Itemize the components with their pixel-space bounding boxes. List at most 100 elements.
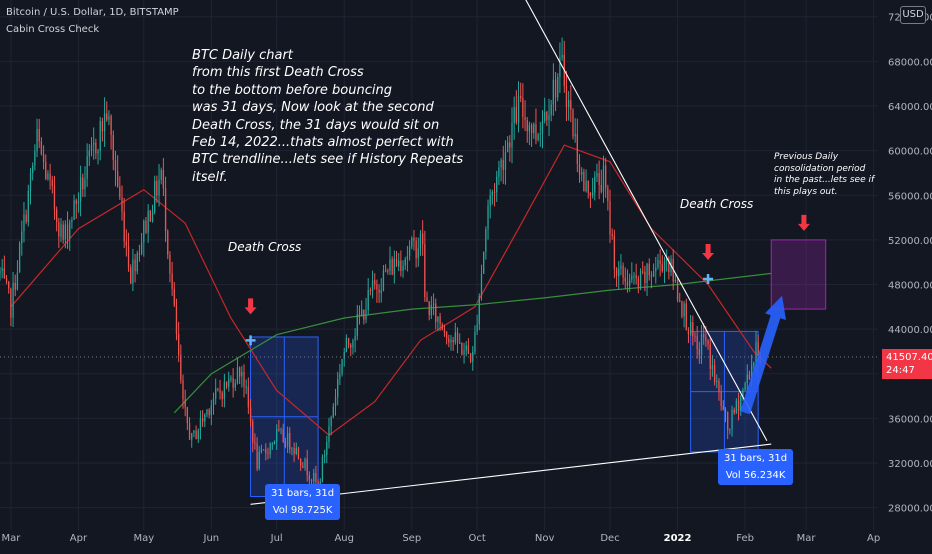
last-price-tag: 41507.40 24:47 [882, 348, 932, 379]
candle-body [589, 192, 592, 196]
x-tick-label: Dec [600, 533, 619, 544]
candle-body [537, 134, 539, 140]
candle-body [147, 210, 149, 233]
candle-body [36, 129, 38, 152]
trendline-2 [525, 0, 768, 442]
candle-body [391, 259, 393, 275]
candle-body [16, 272, 19, 290]
candle-body [49, 173, 51, 180]
candle-body [646, 263, 648, 284]
candle-body [428, 301, 430, 316]
symbol-title: Bitcoin / U.S. Dollar, 1D, BITSTAMP [6, 7, 179, 18]
candle-body [485, 229, 487, 252]
candle-body [127, 245, 130, 268]
candle-body [395, 258, 398, 267]
candle-body [175, 305, 178, 334]
candle-body [661, 264, 663, 271]
candle-body [58, 222, 60, 237]
candle-body [123, 211, 125, 242]
candle-body [332, 406, 334, 417]
y-tick-label: 64000.00 [888, 102, 932, 113]
candle-body [254, 442, 256, 444]
candle-body [652, 271, 655, 277]
candle-body [724, 409, 727, 413]
projection-arrow [740, 295, 786, 415]
candle-body [151, 212, 154, 222]
candle-body [605, 165, 607, 188]
candle-body [223, 381, 226, 400]
candle-body [598, 173, 600, 186]
y-tick-label: 52000.00 [888, 236, 932, 247]
candle-body [441, 324, 443, 330]
candle-body [552, 79, 555, 105]
death-cross-marker-2 [703, 273, 714, 284]
candle-body [439, 316, 441, 325]
candle-body [260, 449, 263, 452]
x-axis-band [0, 530, 932, 550]
currency-button[interactable]: USD [900, 6, 926, 24]
candle-body [533, 124, 535, 134]
candle-body [750, 365, 753, 380]
candle-body [602, 165, 605, 192]
candle-body [265, 449, 267, 453]
candle-body [561, 54, 563, 58]
candle-body [746, 374, 748, 384]
candle-body [27, 190, 29, 222]
candle-body [339, 373, 341, 379]
candle-body [703, 334, 705, 338]
candle-body [352, 340, 354, 348]
candle-body [3, 268, 6, 278]
candle-body [103, 113, 106, 132]
candle-body [195, 430, 197, 439]
candle-body [607, 187, 609, 201]
y-tick-label: 28000.00 [888, 504, 932, 515]
candle-body [506, 142, 509, 153]
candle-body [611, 234, 613, 237]
candle-body [522, 98, 524, 117]
candle-body [365, 310, 367, 320]
candle-body [666, 257, 668, 262]
candle-body [422, 233, 424, 245]
candle-body [300, 458, 302, 466]
candle-body [86, 156, 88, 179]
candle-body [748, 374, 751, 380]
candle-body [337, 378, 339, 397]
candle-body [402, 265, 404, 271]
y-tick-label: 48000.00 [888, 281, 932, 292]
candle-body [384, 270, 387, 272]
range-1-badge: 31 bars, 31d Vol 98.725K [265, 484, 341, 520]
candle-body [125, 241, 128, 246]
candle-body [188, 423, 191, 440]
candle-body [659, 260, 661, 265]
candle-body [267, 452, 269, 454]
candle-body [356, 314, 358, 336]
candle-body [47, 173, 49, 179]
candle-body [14, 282, 16, 290]
candle-body [278, 429, 280, 431]
candle-body [29, 172, 32, 191]
candle-body [567, 100, 570, 108]
candle-body [271, 443, 273, 445]
candle-body [694, 336, 696, 338]
candle-body [315, 472, 317, 483]
candle-body [498, 167, 500, 177]
candle-body [215, 388, 217, 399]
candle-body [689, 322, 692, 335]
candle-body [637, 278, 640, 287]
candle-body [524, 116, 526, 121]
candle-body [116, 171, 119, 187]
candle-body [504, 152, 507, 170]
candle-body [280, 429, 282, 431]
candle-body [221, 392, 223, 400]
y-tick-label: 32000.00 [888, 459, 932, 470]
candle-body [716, 380, 718, 382]
candle-body [5, 277, 8, 282]
candle-body [674, 279, 677, 282]
candle-body [158, 179, 160, 196]
candle-body [18, 243, 21, 273]
candle-body [526, 120, 528, 132]
candle-body [655, 267, 657, 272]
candle-body [700, 334, 703, 355]
